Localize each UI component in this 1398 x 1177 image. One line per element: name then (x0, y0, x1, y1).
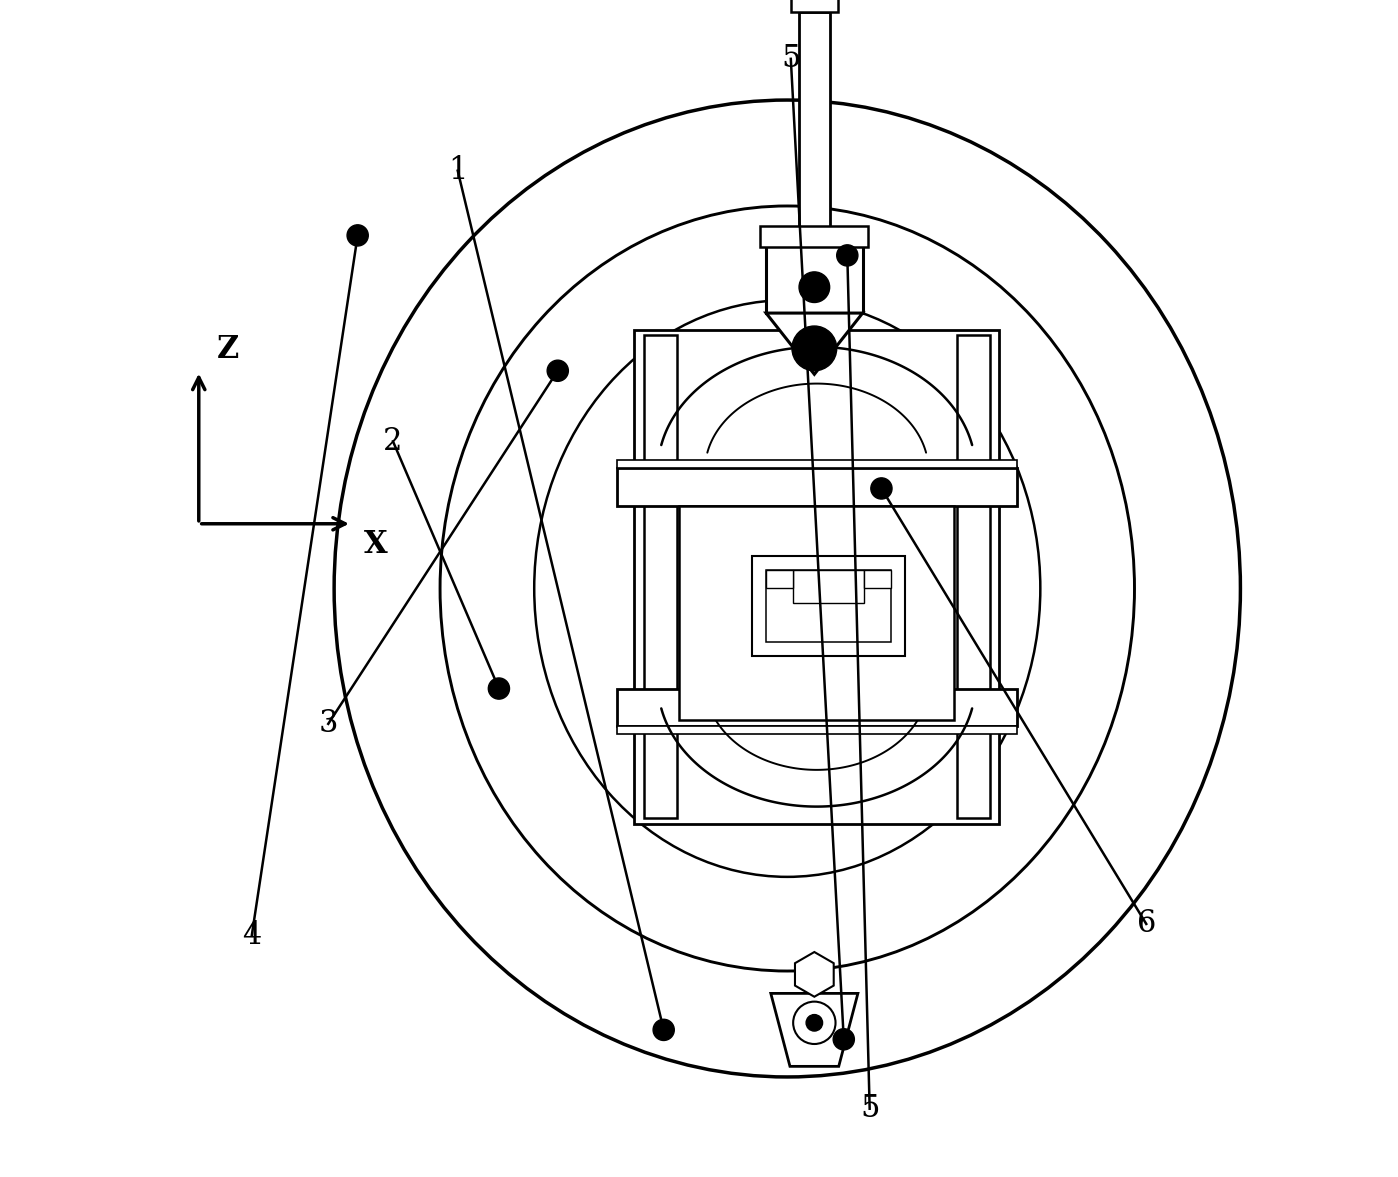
Circle shape (547, 360, 569, 381)
Text: 6: 6 (1137, 909, 1156, 939)
Bar (791, 0, 837, 12)
Bar (617, 460, 1016, 468)
Text: 1: 1 (447, 155, 467, 186)
Polygon shape (766, 313, 863, 374)
Bar (643, 335, 677, 818)
Bar (761, 226, 868, 247)
Bar (766, 570, 891, 643)
Circle shape (488, 678, 509, 699)
Circle shape (871, 478, 892, 499)
Polygon shape (770, 993, 858, 1066)
Circle shape (800, 272, 829, 302)
Text: 2: 2 (383, 426, 403, 457)
Bar (617, 726, 1016, 734)
Circle shape (653, 1019, 674, 1040)
Circle shape (833, 1029, 854, 1050)
Circle shape (837, 245, 858, 266)
Bar (864, 571, 891, 588)
Bar (766, 240, 863, 313)
Bar (617, 689, 1016, 726)
Circle shape (347, 225, 368, 246)
Circle shape (793, 1002, 836, 1044)
Circle shape (793, 326, 837, 371)
Circle shape (807, 1015, 822, 1031)
Bar (679, 506, 955, 720)
Bar (766, 571, 793, 588)
Bar (956, 335, 990, 818)
Bar (617, 468, 1016, 506)
Text: Z: Z (217, 334, 239, 365)
Bar (752, 557, 905, 657)
Text: 4: 4 (242, 920, 261, 951)
Text: 3: 3 (319, 709, 338, 739)
Text: 5: 5 (860, 1093, 879, 1124)
Text: X: X (363, 530, 387, 560)
Bar (800, 12, 829, 330)
Bar (793, 571, 864, 604)
Bar (635, 330, 1000, 824)
Text: 5: 5 (781, 44, 801, 74)
